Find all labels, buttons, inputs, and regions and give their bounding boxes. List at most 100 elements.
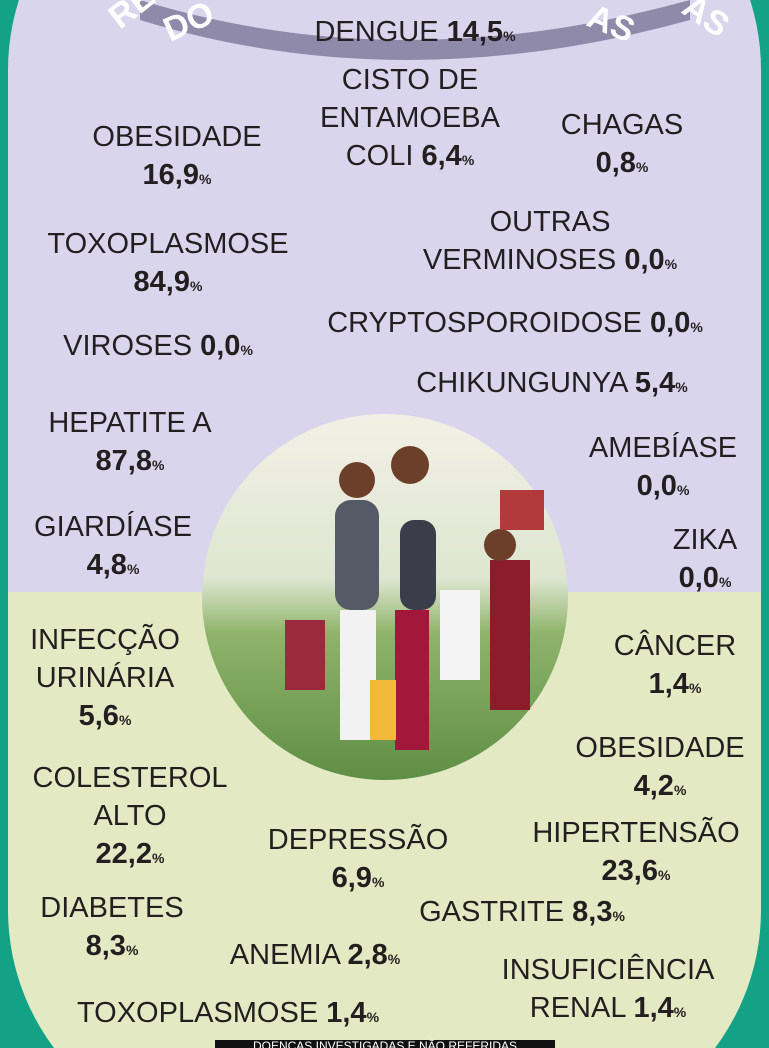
disease-name: DEPRESSÃO — [268, 824, 449, 856]
percentage: 1,4 — [326, 997, 366, 1029]
percentage: 2,8 — [347, 939, 387, 971]
disease-name: TOXOPLASMOSE — [77, 997, 318, 1029]
percentage: 14,5 — [447, 16, 503, 48]
disease-name: ANEMIA — [230, 939, 340, 971]
percentage: 23,6 — [602, 855, 658, 887]
percent-unit: % — [126, 942, 138, 958]
percentage: 4,8 — [87, 549, 127, 581]
disease-item: CHAGAS 0,8% — [561, 106, 683, 186]
percentage: 5,4 — [635, 367, 675, 399]
disease-name: ZIKA — [673, 524, 737, 556]
disease-name: CHIKUNGUNYA — [416, 367, 627, 399]
disease-name: INFECÇÃO — [30, 624, 180, 656]
percent-unit: % — [127, 561, 139, 577]
percentage: 0,0 — [637, 470, 677, 502]
disease-name: GASTRITE — [419, 896, 564, 928]
footer-label: DOENÇAS INVESTIGADAS E NÃO REFERIDAS — [253, 1039, 517, 1048]
percentage: 8,3 — [572, 896, 612, 928]
percentage: 87,8 — [96, 445, 152, 477]
percent-unit: % — [503, 28, 515, 44]
disease-name: ENTAMOEBA — [320, 102, 500, 134]
disease-item: TOXOPLASMOSE 84,9% — [47, 225, 288, 305]
disease-item: ZIKA 0,0% — [673, 521, 737, 601]
disease-name: COLI — [346, 140, 414, 172]
percent-unit: % — [388, 951, 400, 967]
disease-item: CÂNCER 1,4% — [614, 627, 736, 707]
percent-unit: % — [462, 152, 474, 168]
percent-unit: % — [240, 342, 252, 358]
disease-item: INFECÇÃO URINÁRIA 5,6% — [30, 621, 180, 739]
disease-name: TOXOPLASMOSE — [47, 228, 288, 260]
percent-unit: % — [719, 574, 731, 590]
infographic: RE DO AS AS DOENÇAS INVESTIGADAS E NÃO R… — [0, 0, 769, 1048]
percent-unit: % — [152, 457, 164, 473]
disease-item: COLESTEROL ALTO 22,2% — [33, 759, 228, 877]
percent-unit: % — [152, 850, 164, 866]
disease-item: GASTRITE 8,3% — [419, 893, 625, 935]
disease-name: DIABETES — [40, 892, 183, 924]
disease-name: HIPERTENSÃO — [532, 817, 739, 849]
percentage: 1,4 — [633, 992, 673, 1024]
percent-unit: % — [119, 712, 131, 728]
percentage: 6,4 — [421, 140, 461, 172]
disease-item: DENGUE 14,5% — [314, 13, 515, 55]
disease-name: INSUFICIÊNCIA — [502, 954, 715, 986]
disease-item: OUTRAS VERMINOSES 0,0% — [423, 203, 677, 283]
disease-item: GIARDÍASE 4,8% — [34, 508, 192, 588]
percentage: 22,2 — [96, 838, 152, 870]
disease-name: CISTO DE — [342, 64, 478, 96]
percent-unit: % — [689, 680, 701, 696]
percent-unit: % — [690, 319, 702, 335]
disease-name: CÂNCER — [614, 630, 736, 662]
disease-item: ANEMIA 2,8% — [230, 936, 400, 978]
percentage: 1,4 — [649, 668, 689, 700]
disease-name: AMEBÍASE — [589, 432, 737, 464]
disease-name: CHAGAS — [561, 109, 683, 141]
disease-name: URINÁRIA — [36, 662, 175, 694]
disease-item: VIROSES 0,0% — [63, 327, 253, 369]
percent-unit: % — [677, 482, 689, 498]
disease-item: DIABETES 8,3% — [40, 889, 183, 969]
percent-unit: % — [636, 159, 648, 175]
disease-name: COLESTEROL — [33, 762, 228, 794]
illustration — [202, 414, 568, 780]
disease-item: CISTO DE ENTAMOEBA COLI 6,4% — [320, 61, 500, 179]
percentage: 0,0 — [679, 562, 719, 594]
percent-unit: % — [658, 867, 670, 883]
percent-unit: % — [674, 782, 686, 798]
percentage: 84,9 — [134, 266, 190, 298]
percent-unit: % — [190, 278, 202, 294]
percentage: 0,8 — [596, 147, 636, 179]
disease-name: OBESIDADE — [92, 121, 261, 153]
percentage: 5,6 — [79, 700, 119, 732]
percentage: 4,2 — [634, 770, 674, 802]
disease-name: RENAL — [530, 992, 626, 1024]
disease-name: VIROSES — [63, 330, 192, 362]
percent-unit: % — [367, 1009, 379, 1025]
disease-name: DENGUE — [314, 16, 438, 48]
disease-name: HEPATITE A — [48, 407, 211, 439]
percent-unit: % — [372, 874, 384, 890]
percent-unit: % — [612, 908, 624, 924]
percentage: 0,0 — [624, 244, 664, 276]
percent-unit: % — [665, 256, 677, 272]
percentage: 0,0 — [200, 330, 240, 362]
disease-item: AMEBÍASE 0,0% — [589, 429, 737, 509]
percentage: 0,0 — [650, 307, 690, 339]
disease-item: CHIKUNGUNYA 5,4% — [416, 364, 687, 406]
percent-unit: % — [199, 171, 211, 187]
disease-name: GIARDÍASE — [34, 511, 192, 543]
disease-item: TOXOPLASMOSE 1,4% — [77, 994, 379, 1036]
percent-unit: % — [675, 379, 687, 395]
disease-item: HIPERTENSÃO 23,6% — [532, 814, 739, 894]
disease-name: ALTO — [93, 800, 166, 832]
disease-name: OUTRAS — [490, 206, 611, 238]
disease-item: CRYPTOSPOROIDOSE 0,0% — [327, 304, 703, 346]
disease-name: VERMINOSES — [423, 244, 616, 276]
percentage: 8,3 — [86, 930, 126, 962]
disease-item: HEPATITE A 87,8% — [48, 404, 211, 484]
